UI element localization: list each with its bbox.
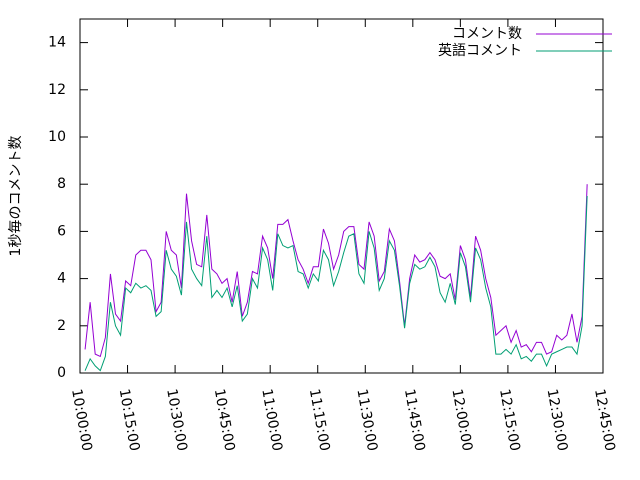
x-tick-label: 12:00:00 bbox=[448, 388, 475, 453]
x-tick-label: 10:15:00 bbox=[116, 388, 143, 453]
y-tick-label: 4 bbox=[57, 271, 66, 287]
y-tick-label: 14 bbox=[48, 35, 66, 51]
data-line bbox=[84, 195, 588, 372]
x-tick-label: 10:00:00 bbox=[68, 388, 95, 453]
plot-border bbox=[79, 18, 604, 374]
x-tick-label: 10:45:00 bbox=[211, 388, 238, 453]
x-tick-label: 11:00:00 bbox=[258, 388, 285, 453]
y-tick-label: 2 bbox=[57, 318, 66, 334]
x-tick-label: 11:45:00 bbox=[401, 388, 428, 453]
legend-label: コメント数 bbox=[452, 26, 522, 42]
x-tick-label: 12:15:00 bbox=[496, 388, 523, 453]
y-tick-label: 0 bbox=[57, 365, 66, 381]
x-tick-label: 12:30:00 bbox=[544, 388, 571, 453]
x-tick-label: 11:15:00 bbox=[306, 388, 333, 453]
y-tick-label: 10 bbox=[48, 129, 66, 145]
y-tick-label: 12 bbox=[48, 82, 66, 98]
y-axis-label: 1秒毎のコメント数 bbox=[8, 136, 24, 257]
legend-label: 英語コメント bbox=[438, 42, 522, 59]
x-tick-label: 11:30:00 bbox=[353, 388, 380, 453]
x-tick-label: 10:30:00 bbox=[163, 388, 190, 453]
x-tick-label: 12:45:00 bbox=[591, 388, 618, 453]
data-line bbox=[84, 184, 588, 358]
y-tick-label: 6 bbox=[57, 223, 66, 239]
y-tick-label: 8 bbox=[57, 176, 66, 192]
